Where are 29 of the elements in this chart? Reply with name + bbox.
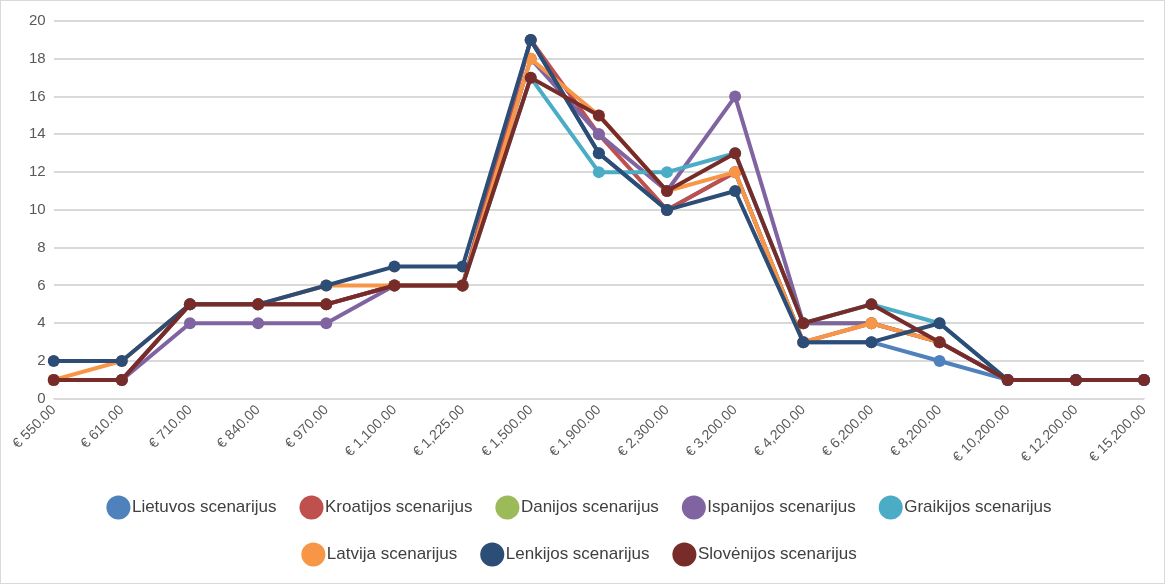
point [592, 166, 605, 179]
legend-label: Lietuvos scenarijus [131, 497, 277, 517]
legend-label: Lenkijos scenarijus [505, 544, 650, 564]
point [320, 317, 333, 330]
y-tick-label: 6 [37, 275, 46, 293]
point [252, 317, 265, 330]
y-tick-label: 20 [29, 11, 46, 29]
point [47, 355, 60, 368]
point [388, 260, 401, 273]
y-tick-label: 12 [29, 162, 46, 180]
y-tick-label: 18 [29, 48, 46, 66]
y-tick-label: 16 [29, 86, 46, 104]
legend-label: Ispanijos scenarijus [707, 497, 856, 517]
y-tick-label: 4 [37, 313, 46, 331]
legend-label: Slovėnijos scenarijus [697, 544, 857, 564]
y-tick-label: 14 [29, 124, 46, 142]
y-tick-label: 2 [37, 351, 46, 369]
legend-label: Kroatijos scenarijus [325, 497, 473, 517]
point [729, 185, 742, 198]
point [729, 90, 742, 103]
legend-label: Graikijos scenarijus [904, 497, 1052, 517]
y-tick-label: 0 [37, 388, 46, 406]
legend-label: Latvija scenarijus [326, 544, 458, 564]
point [933, 355, 946, 368]
point [660, 166, 673, 179]
legend-label: Danijos scenarijus [520, 497, 659, 517]
point [183, 317, 196, 330]
y-tick-label: 10 [29, 200, 46, 218]
y-tick-label: 8 [37, 237, 46, 255]
